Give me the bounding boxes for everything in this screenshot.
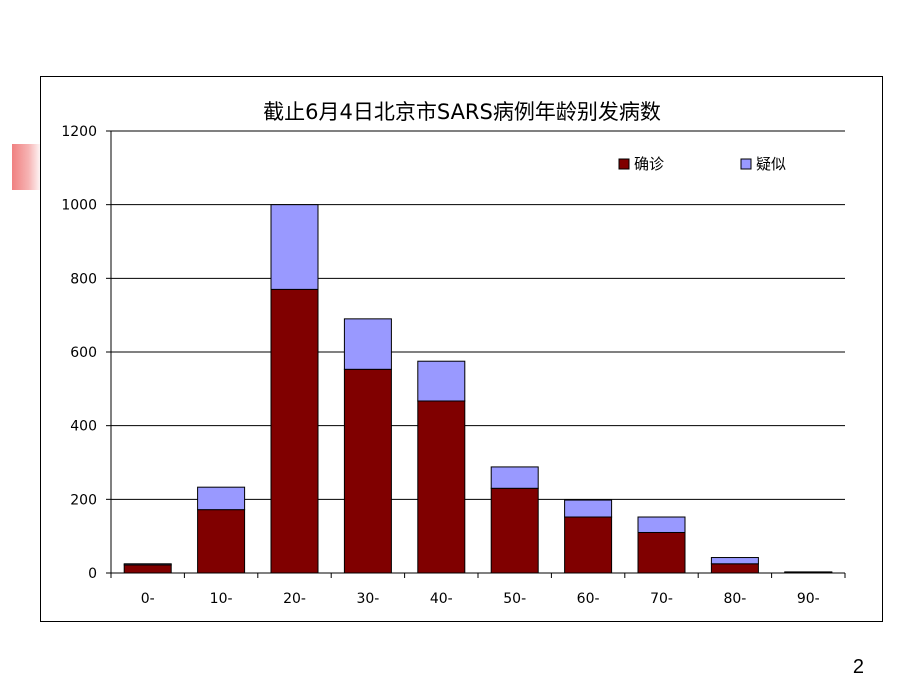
- page-number: 2: [852, 656, 864, 678]
- y-tick-label: 400: [70, 419, 97, 435]
- x-tick-label: 20-: [283, 591, 306, 607]
- bar-segment-confirmed: [710, 563, 759, 574]
- bar-chart: 截止6月4日北京市SARS病例年龄别发病数 0 200 400 600 800 1000 1…: [61, 100, 846, 607]
- bar-segment-suspected: [123, 563, 172, 566]
- bar-segment-confirmed: [564, 516, 613, 574]
- x-tick-label: 60-: [577, 591, 600, 607]
- x-tick-label: 0-: [141, 591, 155, 607]
- bars: [123, 204, 833, 574]
- bar-segment-suspected: [343, 318, 392, 370]
- legend-swatch: [740, 158, 752, 170]
- y-tick-label: 1000: [61, 198, 97, 214]
- bar-segment-confirmed: [343, 368, 392, 574]
- x-tick-label: 30-: [356, 591, 379, 607]
- bar-segment-suspected: [417, 360, 466, 402]
- bar-segment-confirmed: [417, 400, 466, 574]
- bar-segment-confirmed: [270, 288, 319, 574]
- legend-swatch: [618, 158, 630, 170]
- x-tick-label: 80-: [723, 591, 746, 607]
- x-tick-label: 10-: [210, 591, 233, 607]
- legend: 确诊 疑似: [618, 155, 786, 173]
- y-tick-label: 600: [70, 345, 97, 361]
- bar-segment-suspected: [637, 516, 686, 533]
- y-tick-label: 0: [88, 566, 97, 582]
- bar-segment-suspected: [490, 466, 539, 489]
- x-tick-label: 70-: [650, 591, 673, 607]
- y-tick-label: 800: [70, 271, 97, 287]
- bar-segment-confirmed: [637, 531, 686, 574]
- grid-lines: [111, 130, 845, 500]
- x-tick-label: 90-: [797, 591, 820, 607]
- bar-segment-suspected: [564, 499, 613, 518]
- bar-segment-confirmed: [123, 564, 172, 574]
- legend-label: 确诊: [634, 155, 664, 173]
- decorative-accent-bar: [12, 144, 42, 190]
- y-axis-ticks: 0 200 400 600 800 1000 1200: [61, 124, 111, 582]
- x-axis-ticks: 0- 10- 20- 30- 40- 50- 60- 70- 80- 90-: [110, 573, 846, 607]
- bar-segment-confirmed: [490, 487, 539, 574]
- y-tick-label: 200: [70, 492, 97, 508]
- bar-segment-suspected: [710, 557, 759, 565]
- chart-frame: 截止6月4日北京市SARS病例年龄别发病数 0 200 400 600 800 1000 1…: [40, 76, 883, 622]
- x-tick-label: 50-: [503, 591, 526, 607]
- chart-title: 截止6月4日北京市SARS病例年龄别发病数: [263, 100, 661, 124]
- bar-segment-suspected: [270, 204, 319, 290]
- bar-segment-confirmed: [197, 509, 246, 574]
- x-tick-label: 40-: [430, 591, 453, 607]
- y-tick-label: 1200: [61, 124, 97, 140]
- bar-segment-suspected: [197, 486, 246, 511]
- legend-label: 疑似: [756, 155, 786, 173]
